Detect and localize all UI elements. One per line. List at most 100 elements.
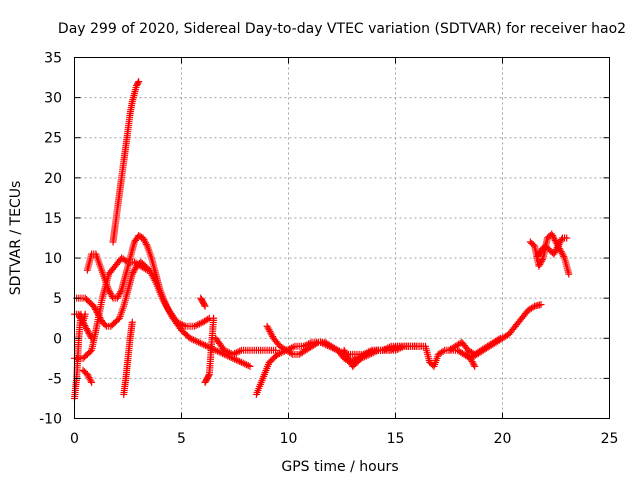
data-point xyxy=(537,257,545,265)
data-point xyxy=(201,341,209,349)
data-point xyxy=(186,334,194,342)
data-point xyxy=(142,240,150,248)
data-point xyxy=(75,310,83,318)
data-point xyxy=(550,250,558,258)
data-point xyxy=(196,339,204,347)
x-tick-label: 15 xyxy=(387,431,405,447)
data-point xyxy=(88,378,96,386)
data-point xyxy=(533,254,541,262)
data-point xyxy=(142,265,150,273)
data-point xyxy=(225,349,233,357)
y-tick-label: 30 xyxy=(44,91,62,107)
data-point xyxy=(313,339,321,347)
data-point xyxy=(87,377,95,385)
data-point xyxy=(529,303,537,311)
data-point xyxy=(200,301,208,309)
data-point xyxy=(244,362,252,370)
data-point xyxy=(534,251,542,259)
data-point xyxy=(393,346,401,354)
data-point xyxy=(239,359,247,367)
y-tick-label: 20 xyxy=(44,171,62,187)
data-point xyxy=(222,347,230,355)
data-point xyxy=(88,334,96,342)
data-point xyxy=(106,289,114,297)
data-point xyxy=(471,362,479,370)
data-point xyxy=(373,347,381,355)
data-point xyxy=(553,244,561,252)
data-point xyxy=(87,333,95,341)
series-arc-p xyxy=(533,234,571,262)
data-point xyxy=(557,248,565,256)
series-arc-steep-low xyxy=(120,318,136,398)
data-point xyxy=(548,230,556,238)
data-point xyxy=(556,239,564,247)
data-point xyxy=(557,237,565,245)
data-point xyxy=(359,354,367,362)
series-arc-steep xyxy=(109,78,143,246)
data-point xyxy=(344,353,352,361)
series-arc-g xyxy=(201,314,218,386)
y-tick-label: 35 xyxy=(44,51,62,67)
data-point xyxy=(83,326,91,334)
data-point xyxy=(468,358,476,366)
data-point xyxy=(192,321,200,329)
data-point xyxy=(140,236,148,244)
series-arc-k xyxy=(340,342,425,370)
data-point xyxy=(84,328,92,336)
data-point xyxy=(362,352,370,360)
data-point xyxy=(495,335,503,343)
data-point xyxy=(139,234,147,242)
data-point xyxy=(289,343,297,351)
grid xyxy=(74,57,610,419)
y-tick-label: 10 xyxy=(44,251,62,267)
data-point xyxy=(114,293,122,301)
data-point xyxy=(79,318,87,326)
data-point xyxy=(135,78,143,86)
data-point xyxy=(81,310,89,318)
data-point xyxy=(466,354,474,362)
y-axis-label: SDTVAR / TECUs xyxy=(8,181,24,296)
data-point xyxy=(534,252,542,260)
data-point xyxy=(346,358,354,366)
data-point xyxy=(232,349,240,357)
data-point xyxy=(496,334,504,342)
x-tick-label: 10 xyxy=(280,431,298,447)
data-point xyxy=(108,293,116,301)
data-point xyxy=(550,235,558,243)
data-point xyxy=(195,338,203,346)
data-point xyxy=(142,239,150,247)
data-point xyxy=(76,313,84,321)
data-point xyxy=(398,343,406,351)
data-point xyxy=(76,312,84,320)
data-point xyxy=(220,346,228,354)
data-point xyxy=(392,346,399,354)
data-point xyxy=(467,356,475,364)
data-point xyxy=(194,321,202,329)
data-point xyxy=(246,362,254,370)
data-point xyxy=(364,351,372,359)
x-tick-label: 5 xyxy=(177,431,186,447)
data-point xyxy=(115,291,123,299)
data-point xyxy=(395,345,403,353)
data-point xyxy=(86,331,94,339)
data-point xyxy=(190,322,198,330)
data-point xyxy=(101,321,109,329)
data-point xyxy=(369,349,377,357)
series-arc-f xyxy=(197,294,209,310)
data-point xyxy=(552,245,560,253)
data-point xyxy=(340,346,348,354)
data-point xyxy=(368,350,376,358)
data-point xyxy=(204,315,212,323)
chart-title: Day 299 of 2020, Sidereal Day-to-day VTE… xyxy=(58,21,626,37)
data-point xyxy=(538,256,546,264)
data-point xyxy=(234,348,242,356)
data-point xyxy=(241,360,249,368)
plot-frame xyxy=(74,57,610,419)
data-point xyxy=(397,344,405,352)
data-point xyxy=(130,267,138,275)
y-tick-label: 15 xyxy=(44,211,62,227)
data-point xyxy=(236,347,244,355)
data-point xyxy=(85,329,93,337)
data-point xyxy=(549,233,557,241)
